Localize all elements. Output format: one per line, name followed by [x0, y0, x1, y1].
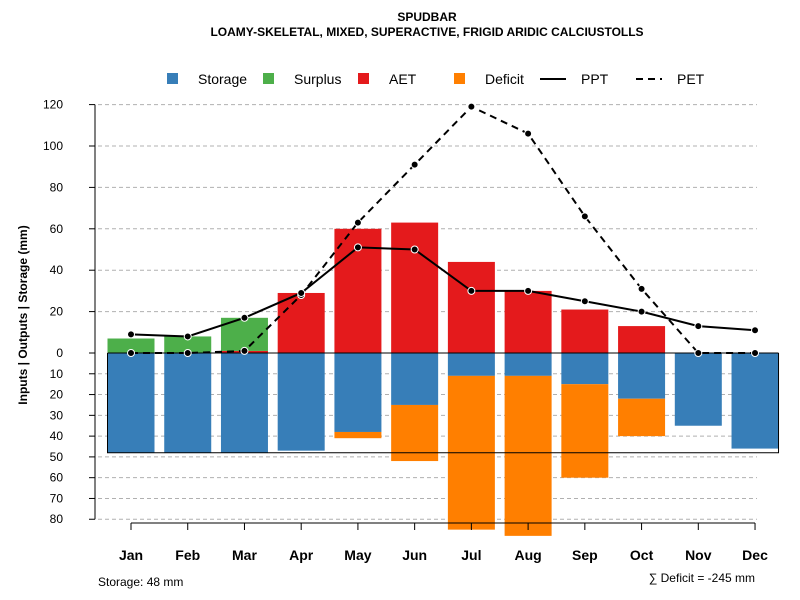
deficit-bar — [391, 404, 439, 462]
deficit-bar — [504, 375, 552, 536]
y-tick-label: 40 — [50, 429, 64, 443]
x-tick-label: May — [344, 547, 371, 563]
storage-bar — [164, 353, 212, 453]
lines — [127, 102, 760, 357]
x-tick-label: Dec — [742, 547, 768, 563]
storage-bar — [107, 353, 155, 453]
y-tick-label: 20 — [50, 305, 64, 319]
deficit-bar — [561, 384, 609, 478]
pet-point — [467, 102, 476, 111]
ppt-point — [353, 243, 362, 252]
ppt-point — [410, 245, 419, 254]
storage-bar — [447, 353, 495, 376]
ppt-point — [524, 286, 533, 295]
aet-bar — [504, 290, 552, 353]
legend-swatch-storage — [167, 73, 178, 84]
x-tick-label: Feb — [175, 547, 200, 563]
storage-bar — [277, 353, 325, 451]
aet-bar — [447, 261, 495, 353]
chart-title: SPUDBAR — [397, 10, 457, 24]
y-axis-label: Inputs | Outputs | Storage (mm) — [16, 225, 30, 404]
pet-point — [127, 349, 135, 357]
chart-subtitle: LOAMY-SKELETAL, MIXED, SUPERACTIVE, FRIG… — [210, 25, 643, 39]
y-tick-label: 70 — [50, 491, 64, 505]
ppt-point — [297, 288, 306, 297]
ppt-point — [637, 307, 646, 316]
storage-bar — [334, 353, 382, 432]
storage-capacity-outline — [107, 353, 780, 454]
ppt-point — [751, 326, 760, 335]
pet-point — [240, 346, 249, 355]
legend-swatch-deficit — [454, 73, 465, 84]
x-tick-label: Sep — [572, 547, 598, 563]
deficit-note: ∑ Deficit = -245 mm — [649, 571, 755, 585]
ppt-line — [130, 246, 756, 338]
axes: 0 20 40 60 80 100 120 10 20 30 40 50 60 70 80 Jan Feb Mar… — [43, 98, 768, 563]
x-tick-label: Mar — [232, 547, 257, 563]
storage-bar — [220, 353, 268, 453]
pet-point — [353, 218, 362, 227]
y-tick-label: 10 — [50, 367, 64, 381]
pet-point — [751, 349, 760, 357]
x-tick-label: Jan — [119, 547, 143, 563]
storage-bar — [618, 353, 666, 399]
surplus-bar — [107, 338, 155, 353]
ppt-point — [467, 286, 476, 295]
deficit-bar — [618, 398, 666, 437]
ppt-point — [183, 332, 192, 341]
legend-swatch-aet — [358, 73, 369, 84]
ppt-point — [580, 297, 589, 306]
legend-label-deficit: Deficit — [485, 71, 524, 87]
legend: Storage Surplus AET Deficit PPT PET — [167, 71, 705, 87]
aet-bar — [618, 326, 666, 353]
bars — [107, 222, 780, 536]
aet-bar — [391, 222, 439, 353]
aet-bar — [561, 309, 609, 353]
x-tick-label: Apr — [289, 547, 314, 563]
pet-point — [580, 212, 589, 221]
y-tick-label: 100 — [43, 139, 63, 153]
y-tick-label: 30 — [50, 408, 64, 422]
storage-bar — [391, 353, 439, 405]
storage-bar — [561, 353, 609, 385]
pet-point — [183, 349, 192, 357]
legend-label-ppt: PPT — [581, 71, 609, 87]
pet-point — [524, 129, 533, 138]
ppt-point — [127, 330, 135, 339]
x-tick-label: Oct — [630, 547, 654, 563]
legend-label-surplus: Surplus — [294, 71, 341, 87]
y-tick-label: 20 — [50, 388, 64, 402]
y-tick-label: 0 — [56, 346, 63, 360]
aet-bar — [277, 292, 325, 353]
surplus-bar — [164, 336, 212, 353]
x-tick-label: Aug — [515, 547, 542, 563]
x-tick-label: Nov — [685, 547, 712, 563]
y-tick-label: 80 — [50, 180, 64, 194]
pet-point — [637, 284, 646, 293]
ppt-point — [694, 322, 703, 331]
y-tick-label: 120 — [43, 98, 63, 112]
storage-bar — [731, 353, 779, 449]
pet-point — [410, 160, 419, 169]
legend-swatch-surplus — [263, 73, 274, 84]
legend-label-storage: Storage — [198, 71, 247, 87]
storage-bar — [674, 353, 722, 426]
legend-label-pet: PET — [677, 71, 705, 87]
y-tick-label: 60 — [50, 471, 64, 485]
ppt-point — [240, 313, 249, 322]
y-tick-label: 40 — [50, 263, 64, 277]
deficit-bar — [334, 431, 382, 439]
legend-label-aet: AET — [389, 71, 417, 87]
pet-point — [694, 349, 703, 357]
y-tick-label: 80 — [50, 512, 64, 526]
storage-note: Storage: 48 mm — [98, 575, 183, 589]
y-tick-label: 50 — [50, 450, 64, 464]
x-tick-label: Jul — [461, 547, 481, 563]
storage-bar — [504, 353, 552, 376]
y-tick-label: 60 — [50, 222, 64, 236]
x-tick-label: Jun — [402, 547, 427, 563]
